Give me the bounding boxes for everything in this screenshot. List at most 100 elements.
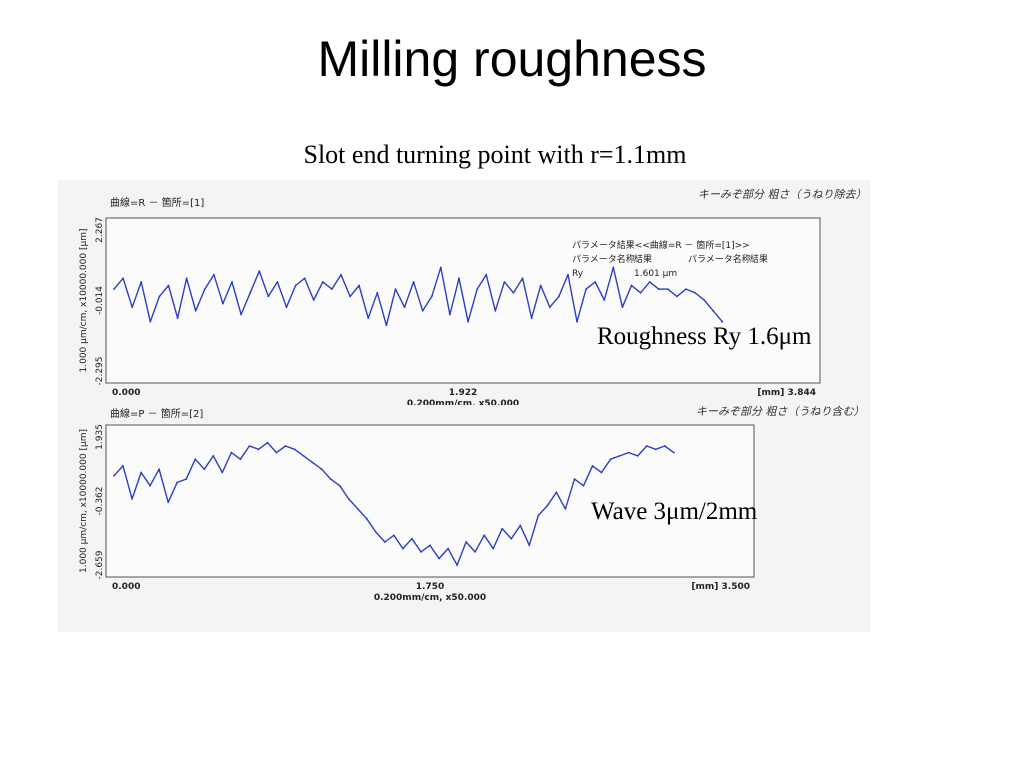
chart2-data-point — [528, 544, 531, 547]
chart2-data-point — [582, 484, 585, 487]
chart1-data-point — [430, 295, 433, 298]
chart1-param-header-cell: 結果 — [634, 253, 652, 265]
chart1-data-point — [240, 313, 243, 316]
chart2-data-point — [320, 468, 323, 471]
chart2-data-point — [654, 448, 657, 451]
chart2-data-point — [257, 448, 260, 451]
chart1-data-point — [213, 273, 215, 276]
chart1-data-point — [194, 309, 197, 312]
chart2-data-point — [474, 551, 476, 553]
chart1-data-point — [276, 281, 279, 283]
chart1-y-tick-label: 2.267 — [95, 217, 105, 243]
chart1-data-point — [321, 281, 324, 283]
chart1-y-tick-label: -2.295 — [95, 356, 105, 385]
chart1-data-point — [530, 317, 533, 319]
chart1-x-tick-label: 0.000 — [112, 388, 140, 398]
chart1-data-point — [140, 281, 143, 283]
chart1-data-point — [394, 288, 397, 290]
chart2-data-point — [140, 471, 142, 474]
chart2-data-point — [663, 445, 666, 447]
chart1-data-point — [712, 309, 715, 312]
chart2-data-point — [429, 544, 431, 547]
chart2-data-point — [212, 455, 215, 457]
chart1-param-cell: Ry — [572, 269, 584, 279]
chart1-data-point — [458, 277, 460, 280]
chart1-param-header-cell: パラメータ名称 — [688, 253, 751, 265]
chart1-data-point — [721, 320, 724, 323]
chart1-handwritten-note: キーみぞ部分 粗さ（うねり除去） — [698, 188, 867, 201]
chart1-data-point — [258, 270, 261, 272]
chart2-data-point — [402, 547, 404, 550]
chart2-data-point — [555, 491, 558, 494]
chart2-data-point — [465, 541, 467, 543]
chart1-data-point — [603, 299, 606, 301]
chart2-data-point — [591, 465, 594, 467]
chart1-y-tick-label: -0.014 — [95, 286, 105, 315]
chart1-y-axis-label: 1.000 μm/cm, x10000.000 [μm] — [79, 229, 89, 373]
chart1-x-tick-label: 1.922 — [449, 388, 477, 398]
chart1-data-point — [403, 306, 406, 309]
chart2-x-end-label: [mm] 3.500 — [691, 582, 750, 592]
chart2-data-point — [347, 498, 350, 500]
chart2-data-point — [501, 527, 504, 530]
chart2-data-point — [411, 537, 413, 540]
chart2-data-point — [356, 508, 359, 510]
chart1-data-point — [621, 306, 624, 309]
wave-profile-chart: 曲線=P － 箇所=[2] キーみぞ部分 粗さ（うねり含む） 1.935 -0.362… — [79, 405, 865, 603]
chart1-data-point — [539, 284, 542, 287]
chart1-data-point — [494, 309, 497, 312]
chart2-header: 曲線=P － 箇所=[2] — [110, 407, 203, 420]
chart1-data-point — [158, 295, 161, 298]
chart1-header: 曲線=R － 箇所=[1] — [110, 196, 204, 209]
chart1-data-point — [249, 291, 252, 294]
chart2-data-point — [609, 458, 612, 461]
chart1-data-point — [176, 317, 179, 319]
chart1-data-point — [385, 324, 388, 327]
chart2-y-axis-label: 1.000 μm/cm, x10000.000 [μm] — [79, 429, 89, 573]
chart2-data-point — [519, 524, 522, 527]
chart1-data-point — [685, 288, 687, 290]
chart2-data-point — [329, 478, 332, 480]
chart1-data-point — [294, 284, 297, 287]
chart1-data-point — [285, 306, 288, 309]
chart1-data-point — [185, 277, 188, 280]
chart2-data-point — [293, 448, 296, 451]
chart2-data-point — [447, 547, 449, 550]
chart2-data-point — [365, 517, 368, 520]
chart2-data-point — [158, 468, 160, 471]
chart2-data-point — [627, 451, 630, 454]
chart2-data-point — [636, 455, 639, 457]
chart1-data-point — [476, 288, 479, 290]
chart2-data-point — [194, 458, 197, 461]
roughness-note: Roughness Ry 1.6μm — [597, 323, 812, 350]
chart2-data-point — [618, 455, 621, 457]
chart1-data-point — [412, 281, 415, 283]
profile-scan-image: 曲線=R － 箇所=[1] キーみぞ部分 粗さ（うねり除去） 2.267 -0.014… — [58, 180, 870, 632]
chart1-data-point — [567, 273, 569, 276]
chart1-param-title: パラメータ結果<<曲線=R － 箇所=[1]>> — [572, 239, 750, 251]
chart2-data-point — [374, 531, 377, 533]
chart2-data-point — [384, 541, 386, 543]
chart1-data-point — [639, 291, 642, 294]
chart1-data-point — [703, 299, 705, 301]
chart2-data-point — [275, 451, 278, 454]
chart2-data-point — [645, 445, 648, 447]
chart2-data-point — [573, 478, 576, 480]
chart1-data-point — [676, 295, 678, 298]
chart2-data-point — [302, 455, 305, 457]
chart1-data-point — [421, 309, 424, 312]
chart2-data-point — [438, 557, 440, 560]
chart1-data-point — [149, 320, 152, 323]
chart2-data-point — [113, 474, 115, 477]
chart1-data-point — [694, 291, 696, 294]
wave-note: Wave 3μm/2mm — [591, 498, 758, 525]
chart2-data-point — [230, 451, 233, 454]
chart2-data-point — [672, 451, 675, 454]
chart1-data-point — [312, 299, 315, 301]
chart1-data-point — [331, 288, 333, 290]
chart1-data-point — [612, 266, 615, 269]
chart1-data-point — [585, 288, 587, 290]
chart1-param-header-cell: 結果 — [750, 253, 768, 265]
chart1-data-point — [648, 281, 651, 283]
chart2-data-point — [483, 534, 486, 537]
